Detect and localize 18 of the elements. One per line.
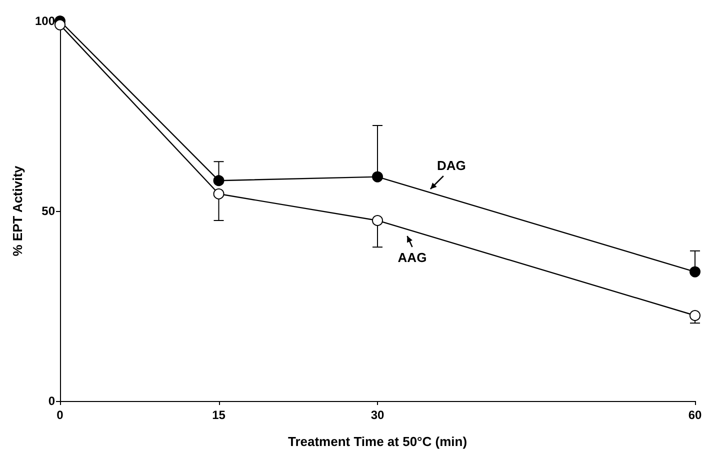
- x-tick-label: 15: [212, 408, 226, 422]
- x-tick-label: 0: [56, 408, 64, 422]
- point: [54, 19, 66, 30]
- point: [690, 310, 700, 321]
- point: [690, 266, 700, 278]
- annotation: DAG: [436, 158, 466, 173]
- y-axis-title: % EPT Activity: [10, 164, 26, 256]
- x-tick-label: 60: [688, 408, 702, 422]
- y-tick-label: 0: [48, 394, 56, 408]
- point: [372, 215, 383, 226]
- annotation: AAG: [398, 250, 427, 265]
- point: [213, 175, 224, 186]
- x-axis-title: Treatment Time at 50°C (min): [288, 434, 468, 449]
- point: [372, 171, 383, 182]
- y-tick-label: 50: [42, 204, 56, 218]
- x-tick-label: 30: [370, 408, 384, 422]
- y-tick-label: 100: [34, 14, 56, 28]
- point: [213, 188, 224, 200]
